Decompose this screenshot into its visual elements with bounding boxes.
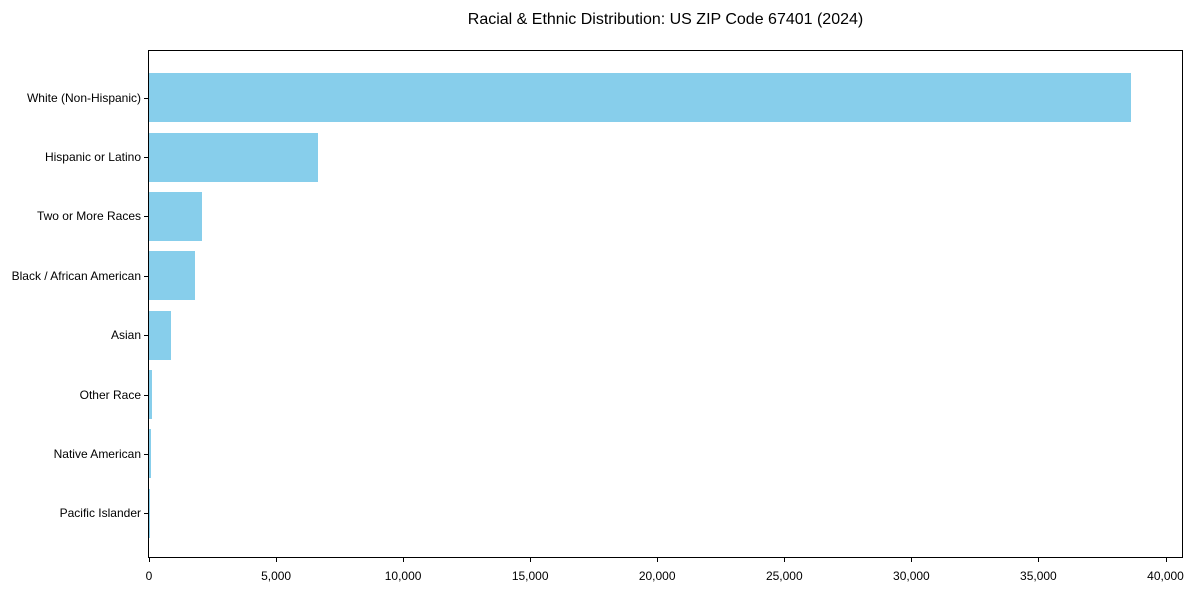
y-tick-label: Asian [110, 328, 141, 343]
y-tick-label: Native American [53, 446, 141, 461]
y-tick-mark [144, 453, 148, 455]
x-tick-mark [784, 558, 786, 562]
x-tick-mark [911, 558, 913, 562]
x-tick-label: 5,000 [261, 569, 292, 583]
y-tick-mark [144, 335, 148, 337]
x-tick-label: 25,000 [765, 569, 803, 583]
bar [149, 73, 1132, 123]
x-tick-label: 10,000 [384, 569, 422, 583]
bar [149, 370, 152, 420]
bar [149, 191, 203, 241]
x-tick-label: 35,000 [1020, 569, 1057, 583]
y-tick-label: Two or More Races [36, 209, 141, 224]
y-tick-mark [144, 216, 148, 218]
x-tick-mark [530, 558, 532, 562]
x-tick-mark [276, 558, 278, 562]
x-tick-mark [403, 558, 405, 562]
x-tick-mark [1165, 558, 1167, 562]
bar [149, 132, 318, 182]
y-tick-mark [144, 275, 148, 277]
x-tick-label: 40,000 [1147, 569, 1184, 583]
x-tick-mark [1038, 558, 1040, 562]
bar [149, 488, 150, 538]
y-tick-label: Hispanic or Latino [44, 150, 141, 165]
x-tick-label: 30,000 [893, 569, 930, 583]
y-tick-label: Pacific Islander [59, 506, 141, 521]
y-tick-label: White (Non-Hispanic) [26, 90, 141, 105]
plot-area [148, 50, 1183, 558]
x-tick-label: 15,000 [511, 569, 549, 583]
y-tick-mark [144, 394, 148, 396]
y-tick-mark [144, 157, 148, 159]
chart-title: Racial & Ethnic Distribution: US ZIP Cod… [467, 11, 864, 28]
bar [149, 251, 195, 301]
y-tick-label: Black / African American [11, 268, 141, 283]
y-tick-label: Other Race [79, 387, 141, 402]
x-tick-mark [657, 558, 659, 562]
bar [149, 429, 152, 479]
y-tick-mark [144, 513, 148, 515]
x-tick-label: 0 [145, 569, 153, 583]
bar [149, 310, 171, 360]
x-tick-label: 20,000 [638, 569, 676, 583]
y-tick-mark [144, 97, 148, 99]
x-tick-mark [149, 558, 150, 562]
